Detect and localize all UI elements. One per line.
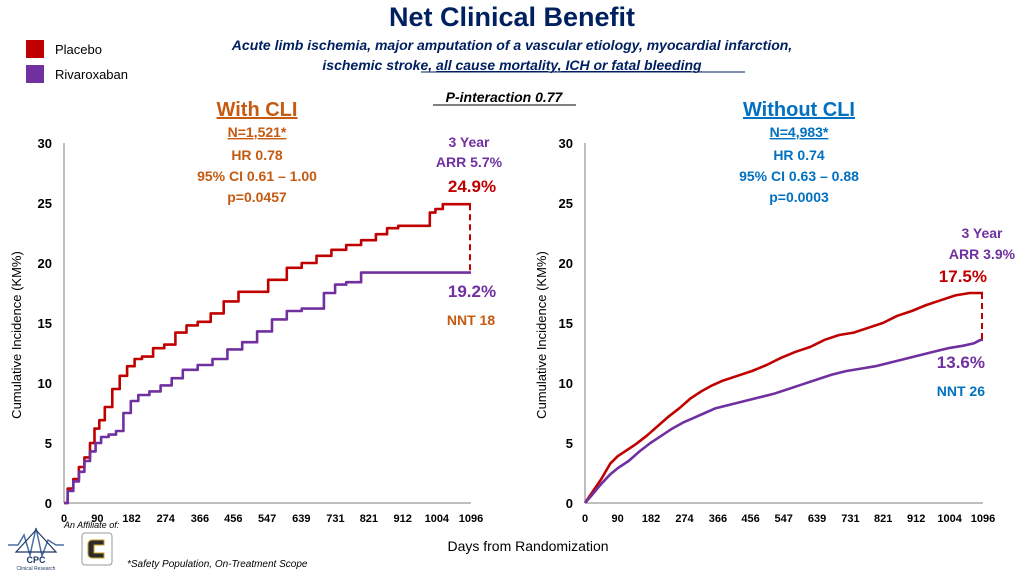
x-tick-label: 547 xyxy=(774,513,792,525)
panel-title: Without CLI xyxy=(743,99,855,121)
x-tick-label: 1096 xyxy=(459,513,483,525)
y-tick-label: 20 xyxy=(38,256,52,271)
panel-title: With CLI xyxy=(217,99,298,121)
y-tick-label: 5 xyxy=(566,436,573,451)
x-tick-label: 456 xyxy=(741,513,759,525)
y-axis-title: Cumulative Incidence (KM%) xyxy=(534,251,549,419)
arr-value-label: ARR 3.9% xyxy=(949,246,1016,262)
y-tick-label: 30 xyxy=(38,136,52,151)
x-tick-label: 731 xyxy=(326,513,344,525)
x-tick-label: 912 xyxy=(393,513,411,525)
x-tick-label: 639 xyxy=(292,513,310,525)
nnt-label: NNT 18 xyxy=(447,312,495,328)
footnote: *Safety Population, On-Treatment Scope xyxy=(127,559,308,570)
x-tick-label: 366 xyxy=(191,513,209,525)
nnt-label: NNT 26 xyxy=(937,383,985,399)
x-tick-label: 1096 xyxy=(971,513,995,525)
x-tick-label: 547 xyxy=(258,513,276,525)
x-tick-label: 639 xyxy=(808,513,826,525)
cpc-logo-pulse xyxy=(8,527,64,559)
confidence-interval: 95% CI 0.61 – 1.00 xyxy=(197,168,317,184)
x-tick-label: 182 xyxy=(642,513,660,525)
panel-n-label: N=4,983* xyxy=(770,124,829,140)
series-line-placebo xyxy=(583,291,983,504)
cu-seal-frame xyxy=(81,532,113,566)
legend-label-rivaroxaban: Rivaroxaban xyxy=(55,67,128,82)
subtitle-line-1: Acute limb ischemia, major amputation of… xyxy=(231,37,792,53)
legend-label-placebo: Placebo xyxy=(55,42,102,57)
x-tick-label: 90 xyxy=(91,513,103,525)
hazard-ratio: HR 0.74 xyxy=(773,147,825,163)
affiliate-text: An Affiliate of: xyxy=(64,520,120,530)
x-tick-label: 1004 xyxy=(937,513,962,525)
confidence-interval: 95% CI 0.63 – 0.88 xyxy=(739,168,859,184)
cu-seal-mark xyxy=(87,539,105,559)
placebo-end-label: 24.9% xyxy=(448,177,496,196)
cpc-logo: CPC Clinical Research xyxy=(8,527,64,572)
y-tick-label: 0 xyxy=(45,496,52,511)
y-tick-label: 30 xyxy=(559,136,573,151)
y-tick-label: 15 xyxy=(38,316,52,331)
x-tick-label: 1004 xyxy=(425,513,450,525)
x-tick-label: 0 xyxy=(61,513,67,525)
y-axis-title: Cumulative Incidence (KM%) xyxy=(9,251,24,419)
cpc-logo-text: CPC xyxy=(26,555,46,565)
legend-swatch-rivaroxaban xyxy=(26,65,44,83)
arr-value-label: ARR 5.7% xyxy=(436,154,503,170)
x-tick-label: 821 xyxy=(360,513,378,525)
hazard-ratio: HR 0.78 xyxy=(231,147,283,163)
placebo-end-label: 17.5% xyxy=(939,267,987,286)
x-tick-label: 182 xyxy=(122,513,140,525)
x-tick-label: 90 xyxy=(612,513,624,525)
subtitle-line-2b: all cause mortality, ICH or fatal bleedi… xyxy=(436,57,702,73)
series-line-rivaroxaban xyxy=(64,271,471,505)
subtitle-line-2a: ischemic stroke, xyxy=(322,57,436,73)
p-value: p=0.0457 xyxy=(227,189,287,205)
p-value: p=0.0003 xyxy=(769,189,829,205)
x-axis-title: Days from Randomization xyxy=(447,538,608,554)
y-tick-label: 5 xyxy=(45,436,52,451)
y-tick-label: 25 xyxy=(559,196,573,211)
cpc-logo-subtext: Clinical Research xyxy=(17,566,56,572)
x-tick-label: 0 xyxy=(582,513,588,525)
y-tick-label: 25 xyxy=(38,196,52,211)
chart-without-cli: 0 5 10 15 20 25 30 0 90 182 274 366 456 547 639 731 821 9… xyxy=(534,99,1016,525)
page-title: Net Clinical Benefit xyxy=(389,2,635,32)
y-tick-label: 10 xyxy=(38,376,52,391)
x-tick-label: 821 xyxy=(874,513,892,525)
x-tick-label: 366 xyxy=(709,513,727,525)
cpc-logo-peak xyxy=(14,529,58,553)
y-tick-label: 20 xyxy=(559,256,573,271)
rivaroxaban-end-label: 19.2% xyxy=(448,282,496,301)
x-tick-label: 912 xyxy=(907,513,925,525)
panel-n-label: N=1,521* xyxy=(228,124,287,140)
arr-year-label: 3 Year xyxy=(448,134,490,150)
x-tick-label: 274 xyxy=(157,513,176,525)
chart-with-cli: 0 5 10 15 20 25 30 0 90 182 274 366 456 547 639 731 821 9… xyxy=(9,99,503,525)
x-tick-label: 731 xyxy=(841,513,859,525)
subtitle-line-2: ischemic stroke, all cause mortality, IC… xyxy=(322,57,702,73)
rivaroxaban-end-label: 13.6% xyxy=(937,353,985,372)
y-tick-label: 0 xyxy=(566,496,573,511)
y-tick-label: 10 xyxy=(559,376,573,391)
arr-year-label: 3 Year xyxy=(961,225,1003,241)
series-line-rivaroxaban xyxy=(584,338,983,504)
y-tick-label: 15 xyxy=(559,316,573,331)
legend-swatch-placebo xyxy=(26,40,44,58)
x-tick-label: 456 xyxy=(224,513,242,525)
cu-seal-logo xyxy=(81,532,113,566)
x-tick-label: 274 xyxy=(675,513,694,525)
p-interaction: P-interaction 0.77 xyxy=(446,89,564,105)
series-line-placebo xyxy=(64,202,471,505)
